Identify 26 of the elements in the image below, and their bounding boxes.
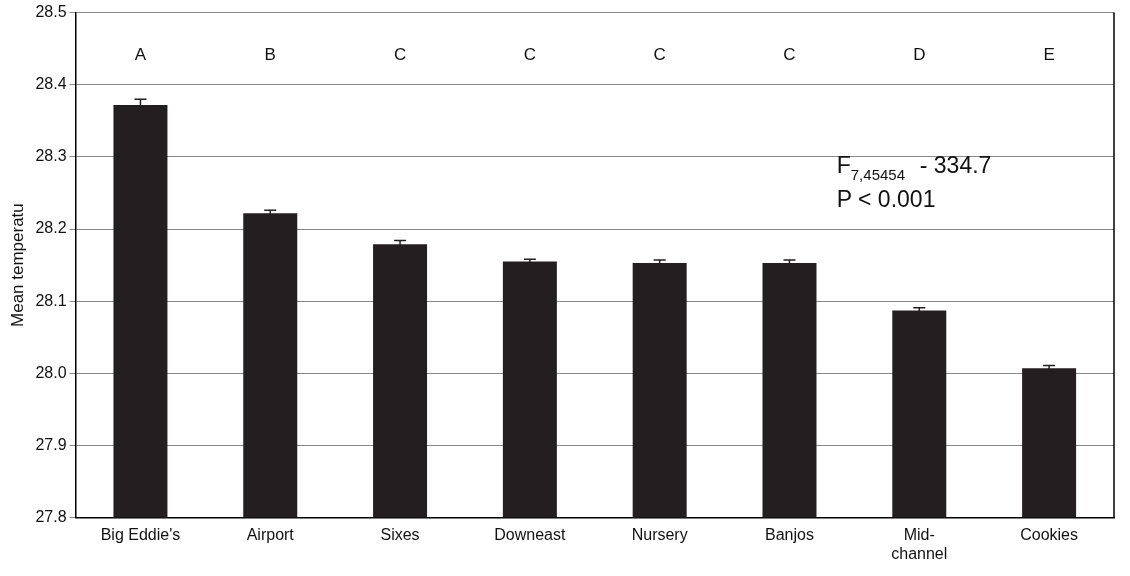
y-tick-label: 28.2 bbox=[35, 219, 67, 237]
annotation: P < 0.001 bbox=[836, 185, 936, 212]
annotation: D bbox=[913, 45, 926, 65]
y-tick-label: 28.5 bbox=[35, 3, 67, 21]
y-tick-label: 28.4 bbox=[35, 75, 67, 93]
annotation: C bbox=[393, 45, 407, 65]
x-tick-label: Sixes bbox=[380, 525, 420, 543]
x-tick-label: Downeast bbox=[494, 525, 566, 543]
x-tick-label: Mid-channel bbox=[891, 525, 948, 562]
y-tick-label: 28.0 bbox=[35, 363, 67, 381]
annotation: C bbox=[783, 45, 796, 65]
annotation: C bbox=[523, 45, 537, 65]
annotation: E bbox=[1043, 45, 1055, 65]
x-tick-label: Banjos bbox=[765, 525, 814, 543]
y-tick-label: 27.9 bbox=[35, 435, 67, 453]
annotation: A bbox=[134, 45, 147, 65]
annotation: B bbox=[264, 45, 276, 65]
x-tick-label: Nursery bbox=[631, 525, 688, 543]
y-tick-label: 28.3 bbox=[35, 147, 67, 165]
y-tick-label: 27.8 bbox=[35, 508, 67, 526]
annotation: C bbox=[653, 45, 666, 65]
x-tick-label: Airport bbox=[246, 525, 295, 543]
x-tick-label: Big Eddie's bbox=[100, 525, 181, 543]
y-tick-label: 28.1 bbox=[35, 291, 67, 309]
x-tick-label: Cookies bbox=[1020, 525, 1078, 543]
y-axis-title: Mean temperatu bbox=[7, 203, 27, 327]
